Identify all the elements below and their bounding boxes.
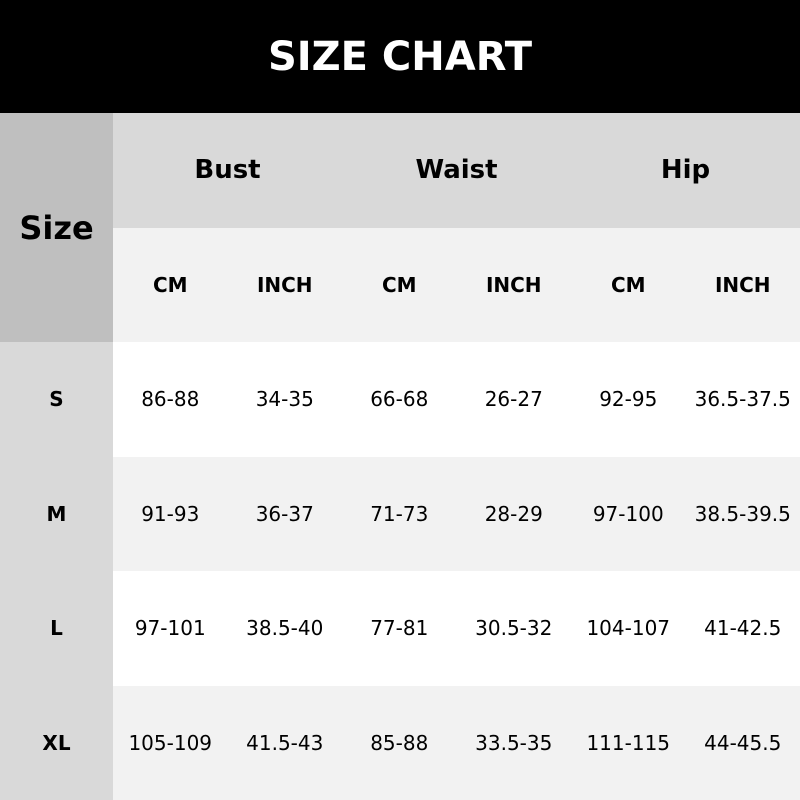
size-table: Size Bust Waist Hip CM INCH CM INCH CM I… (0, 113, 800, 800)
chart-title: SIZE CHART (0, 0, 800, 113)
measurement-cell: 41-42.5 (685, 571, 800, 686)
measurement-cell: 105-109 (113, 685, 228, 800)
measurement-cell: 85-88 (342, 685, 457, 800)
unit-header: CM (113, 227, 228, 342)
measurement-cell: 26-27 (456, 342, 571, 457)
unit-header: CM (571, 227, 686, 342)
size-header: Size (0, 113, 113, 342)
size-cell: XL (0, 685, 113, 800)
size-cell: M (0, 456, 113, 571)
measurement-cell: 34-35 (227, 342, 342, 457)
measurement-cell: 66-68 (342, 342, 457, 457)
measurement-cell: 44-45.5 (685, 685, 800, 800)
unit-header: INCH (227, 227, 342, 342)
measurement-cell: 30.5-32 (456, 571, 571, 686)
measurement-cell: 92-95 (571, 342, 686, 457)
size-cell: L (0, 571, 113, 686)
group-header-bust: Bust (113, 113, 342, 228)
measurement-cell: 28-29 (456, 456, 571, 571)
measurement-cell: 38.5-40 (227, 571, 342, 686)
group-header-waist: Waist (342, 113, 571, 228)
measurement-cell: 36-37 (227, 456, 342, 571)
measurement-cell: 41.5-43 (227, 685, 342, 800)
measurement-cell: 91-93 (113, 456, 228, 571)
measurement-cell: 71-73 (342, 456, 457, 571)
measurement-cell: 33.5-35 (456, 685, 571, 800)
group-header-hip: Hip (571, 113, 800, 228)
measurement-cell: 77-81 (342, 571, 457, 686)
measurement-cell: 111-115 (571, 685, 686, 800)
unit-header: INCH (685, 227, 800, 342)
measurement-cell: 104-107 (571, 571, 686, 686)
unit-header: INCH (456, 227, 571, 342)
measurement-cell: 97-101 (113, 571, 228, 686)
measurement-cell: 38.5-39.5 (685, 456, 800, 571)
size-cell: S (0, 342, 113, 457)
unit-header: CM (342, 227, 457, 342)
measurement-cell: 97-100 (571, 456, 686, 571)
measurement-cell: 36.5-37.5 (685, 342, 800, 457)
measurement-cell: 86-88 (113, 342, 228, 457)
